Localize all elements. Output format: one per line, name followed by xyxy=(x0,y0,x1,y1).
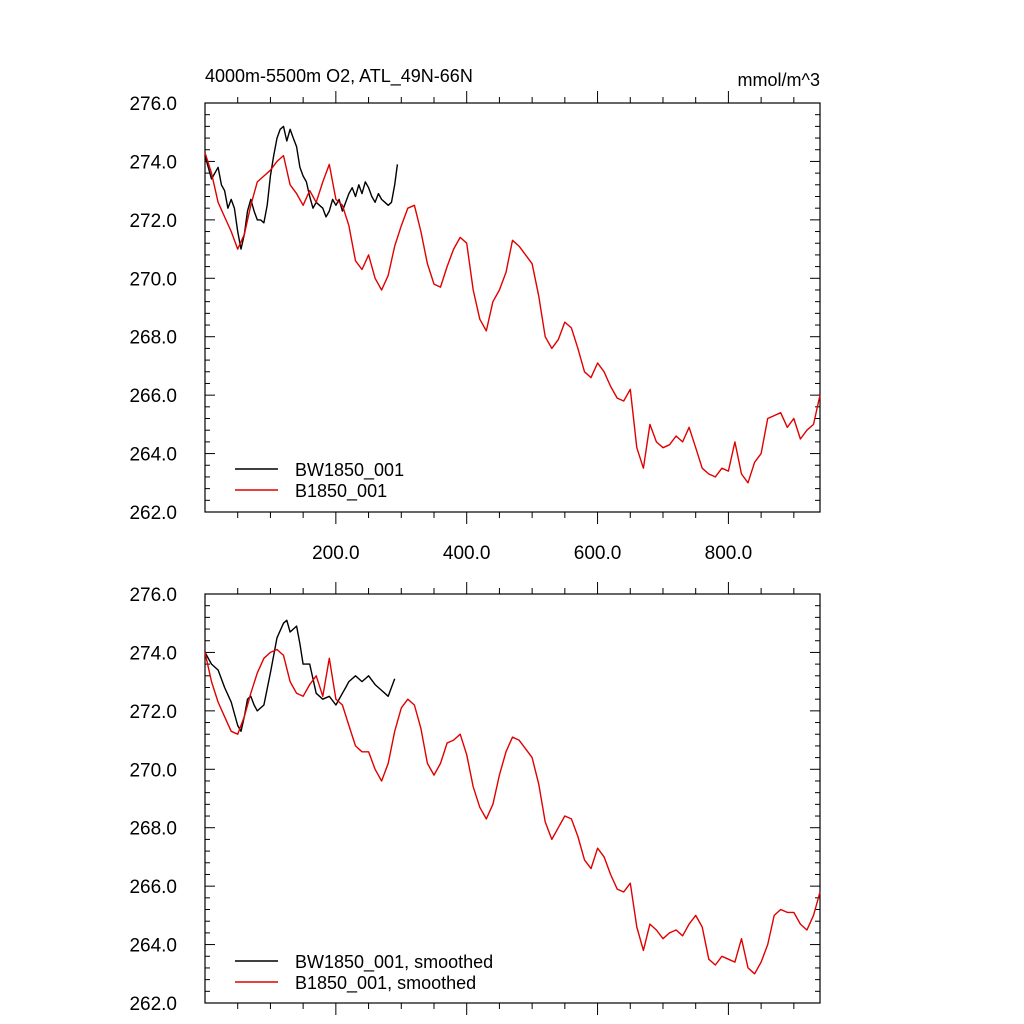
series-line-b1850 xyxy=(204,152,821,484)
bottom-plot-area: 262.0 264.0 266.0 268.0 270.0 272.0 274.0 276.0… xyxy=(129,582,821,1015)
plot-frame xyxy=(204,593,821,1004)
legend-label: B1850_001 xyxy=(295,481,387,502)
top-panel: 4000m-5500m O2, ATL_49N-66N mmol/m^3 262… xyxy=(129,66,821,564)
y-tick-label: 262.0 xyxy=(129,994,177,1015)
y-tick-label: 276.0 xyxy=(129,585,177,606)
y-tick-label: 274.0 xyxy=(129,643,177,664)
y-tick-label: 272.0 xyxy=(129,211,177,232)
legend-label: BW1850_001 xyxy=(295,460,404,481)
bottom-panel: 262.0 264.0 266.0 268.0 270.0 272.0 274.0 276.0… xyxy=(129,582,821,1015)
y-tick-label: 262.0 xyxy=(129,503,177,524)
y-tick-label: 268.0 xyxy=(129,328,177,349)
y-tick-label: 266.0 xyxy=(129,386,177,407)
y-tick-label: 268.0 xyxy=(129,819,177,840)
y-tick-label: 272.0 xyxy=(129,702,177,723)
legend-label: B1850_001, smoothed xyxy=(295,973,476,994)
y-tick-label: 270.0 xyxy=(129,760,177,781)
series-line-b1850 xyxy=(204,648,821,975)
x-tick-label: 800.0 xyxy=(705,543,753,564)
x-tick-label: 400.0 xyxy=(443,543,491,564)
y-tick-label: 266.0 xyxy=(129,877,177,898)
y-tick-label: 274.0 xyxy=(129,152,177,173)
x-tick-label: 200.0 xyxy=(312,543,360,564)
top-plot-area: 262.0 264.0 266.0 268.0 270.0 272.0 274.0 276.0… xyxy=(129,91,821,564)
top-panel-title: 4000m-5500m O2, ATL_49N-66N xyxy=(205,66,473,87)
series-line-bw1850 xyxy=(204,619,396,732)
x-tick-label: 600.0 xyxy=(574,543,622,564)
top-panel-units: mmol/m^3 xyxy=(738,70,820,90)
legend-label: BW1850_001, smoothed xyxy=(295,952,493,973)
y-tick-label: 264.0 xyxy=(129,445,177,466)
series-line-bw1850 xyxy=(204,125,399,250)
plot-frame xyxy=(204,102,821,513)
y-tick-label: 264.0 xyxy=(129,936,177,957)
y-tick-label: 270.0 xyxy=(129,269,177,290)
y-tick-label: 276.0 xyxy=(129,94,177,115)
